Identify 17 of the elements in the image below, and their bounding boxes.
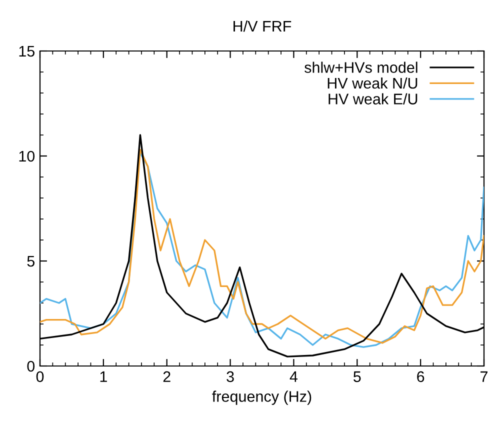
y-tick-label: 10 <box>19 150 35 162</box>
x-tick-label: 5 <box>354 371 361 382</box>
y-tick-label: 0 <box>27 360 35 372</box>
x-axis-title: frequency (Hz) <box>212 390 312 405</box>
x-tick-label: 2 <box>163 371 170 382</box>
x-tick-label: 7 <box>480 371 488 382</box>
x-tick-label: 4 <box>290 371 298 382</box>
chart-title: H/V FRF <box>234 20 292 32</box>
legend-label: HV weak N/U <box>328 77 418 89</box>
y-tick-label: 5 <box>27 256 34 267</box>
x-tick-label: 3 <box>226 371 234 382</box>
legend-label: HV weak E/U <box>328 93 418 104</box>
x-tick-label: 1 <box>100 371 107 382</box>
x-tick-label: 6 <box>417 371 424 382</box>
legend-label: shlw+HVs model <box>304 62 418 73</box>
x-tick-label: 0 <box>36 371 44 382</box>
y-tick-label: 15 <box>19 46 34 57</box>
